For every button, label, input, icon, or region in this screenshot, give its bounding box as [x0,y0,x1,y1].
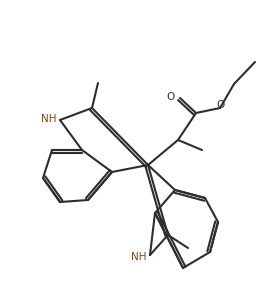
Text: NH: NH [131,252,147,262]
Text: O: O [167,92,175,102]
Text: O: O [217,100,225,110]
Text: NH: NH [42,114,57,124]
